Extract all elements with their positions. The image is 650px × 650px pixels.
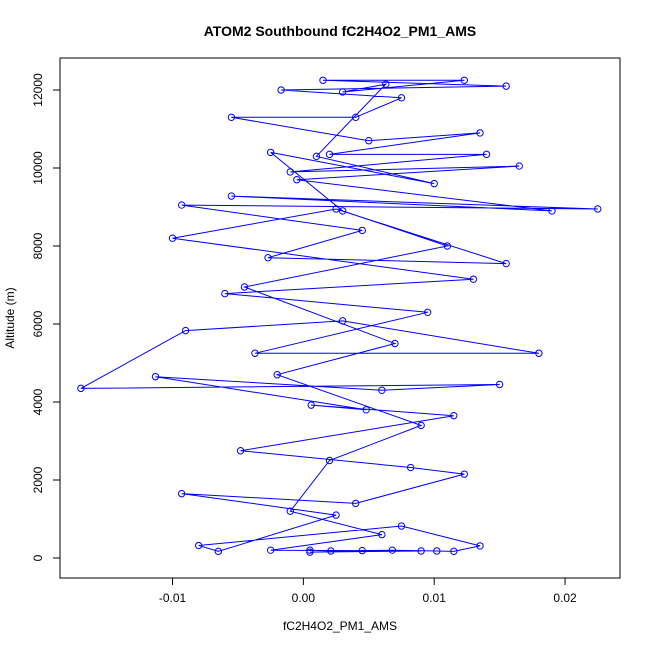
data-point (168, 234, 177, 242)
x-tick-label: 0.02 (553, 591, 577, 605)
plot-frame (59, 57, 621, 579)
y-tick-label: 6000 (31, 310, 45, 337)
data-point (177, 201, 186, 209)
data-point (423, 308, 432, 317)
data-point (240, 283, 249, 291)
data-point (378, 386, 386, 395)
y-tick-label: 0 (31, 554, 45, 561)
data-point (443, 242, 451, 250)
y-tick-label: 12000 (31, 73, 45, 107)
data-point (365, 137, 373, 145)
data-point (307, 401, 315, 409)
data-point (236, 447, 245, 455)
data-point (214, 547, 223, 556)
data-point (460, 470, 468, 478)
x-tick-label: 0.01 (423, 591, 447, 605)
data-point (548, 207, 556, 215)
data-point (378, 530, 386, 539)
data-point (221, 289, 229, 298)
data-point (417, 421, 425, 430)
data-point (397, 522, 406, 530)
data-point (327, 547, 335, 555)
data-point (460, 76, 468, 84)
data-point (177, 489, 186, 498)
data-point (430, 179, 438, 188)
data-point (594, 205, 602, 213)
data-point (388, 546, 397, 554)
y-tick-label: 8000 (31, 232, 45, 259)
x-axis-label: fC2H4O2_PM1_AMS (283, 619, 397, 633)
data-point (151, 372, 160, 381)
data-line (80, 79, 598, 553)
data-point (293, 176, 301, 184)
y-tick-label: 4000 (31, 388, 45, 415)
data-point (535, 349, 543, 357)
data-point (286, 168, 294, 176)
data-point (338, 317, 347, 325)
data-point (502, 259, 510, 268)
data-point (362, 406, 370, 414)
data-point (450, 411, 458, 420)
data-point (277, 86, 285, 94)
data-point (332, 511, 340, 519)
data-point (266, 546, 275, 554)
data-point (469, 275, 478, 283)
y-tick-label: 10000 (31, 151, 45, 185)
data-point (482, 150, 491, 159)
data-point (358, 546, 366, 555)
data-point (332, 205, 340, 213)
data-point (286, 507, 294, 515)
data-point (476, 129, 484, 137)
data-point (325, 150, 334, 159)
data-point (312, 152, 321, 161)
data-point (450, 547, 458, 556)
data-point (417, 547, 425, 555)
data-point (352, 499, 360, 508)
data-point (502, 82, 510, 90)
data-point (391, 339, 399, 348)
data-point (358, 226, 366, 235)
data-point (397, 94, 406, 102)
data-point (77, 384, 85, 393)
data-point (382, 80, 390, 88)
chart-title: ATOM2 Southbound fC2H4O2_PM1_AMS (204, 23, 477, 39)
data-point (194, 541, 203, 550)
x-tick-label: 0.00 (292, 591, 316, 605)
data-point (251, 349, 259, 357)
data-point (338, 207, 347, 215)
data-point (433, 547, 441, 555)
data-point (227, 113, 236, 122)
data-point (352, 113, 360, 122)
data-point (476, 542, 484, 550)
y-tick-label: 2000 (31, 466, 45, 493)
data-point (227, 192, 236, 200)
x-tick-label: -0.01 (159, 591, 187, 605)
data-point (264, 254, 272, 262)
data-point (325, 456, 334, 465)
data-point (495, 380, 504, 389)
data-point (338, 88, 347, 96)
data-point (306, 548, 314, 556)
data-point (266, 148, 275, 157)
data-point (306, 546, 314, 554)
data-point (273, 371, 281, 379)
data-point (406, 463, 415, 472)
data-point (515, 162, 523, 170)
y-axis-label: Altitude (m) (3, 287, 17, 348)
data-point (181, 326, 190, 335)
data-point (319, 76, 327, 84)
